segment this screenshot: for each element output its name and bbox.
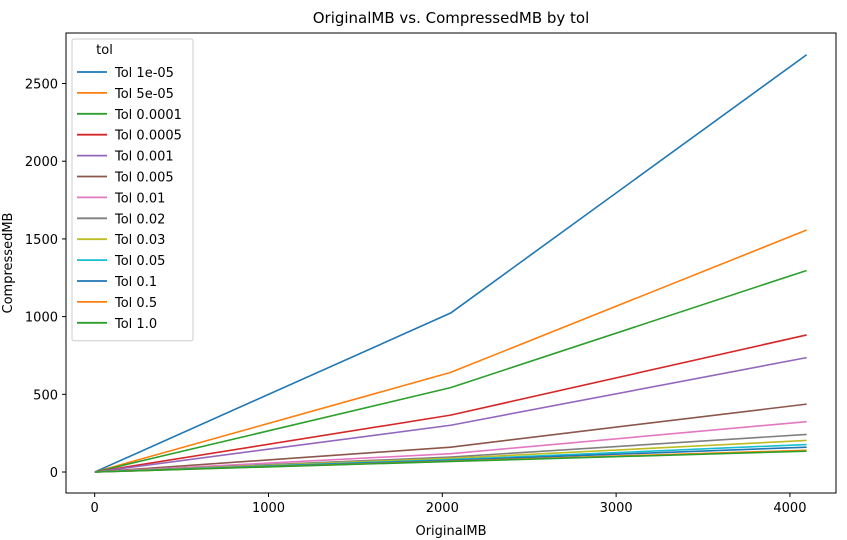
- legend-label: Tol 0.0001: [114, 108, 182, 123]
- legend-label: Tol 0.02: [114, 212, 165, 227]
- x-tick-label: 1000: [252, 501, 285, 516]
- legend-label: Tol 1.0: [114, 317, 157, 332]
- legend-label: Tol 0.01: [114, 191, 165, 206]
- x-axis: 0 1000 2000 3000 4000: [91, 493, 806, 516]
- y-tick-label: 2500: [25, 78, 58, 93]
- y-tick-label: 1500: [25, 233, 58, 248]
- y-tick-label: 1000: [25, 311, 58, 326]
- legend-label: Tol 0.03: [114, 233, 165, 248]
- y-tick-label: 2000: [25, 155, 58, 170]
- legend-label: Tol 0.5: [114, 296, 157, 311]
- legend-label: Tol 0.1: [114, 275, 157, 290]
- chart-title: OriginalMB vs. CompressedMB by tol: [313, 9, 590, 27]
- legend-label: Tol 0.005: [114, 171, 174, 186]
- legend-label: Tol 0.05: [114, 254, 165, 269]
- x-axis-label: OriginalMB: [415, 524, 486, 539]
- y-tick-label: 500: [33, 388, 58, 403]
- legend-title: tol: [96, 43, 113, 58]
- series-line: [94, 229, 807, 473]
- x-tick-label: 3000: [600, 501, 633, 516]
- legend: tol Tol 1e-05 Tol 5e-05 Tol 0.0001 Tol 0.00…: [71, 38, 194, 342]
- legend-label: Tol 5e-05: [114, 87, 174, 102]
- legend-entries: Tol 1e-05 Tol 5e-05 Tol 0.0001 Tol 0.0005 To…: [77, 66, 182, 332]
- series-line: [94, 450, 807, 473]
- plot-lines: [94, 54, 808, 473]
- y-axis: 0 500 1000 1500 2000 2500: [25, 78, 66, 481]
- series-line: [94, 403, 807, 473]
- y-axis-label: CompressedMB: [1, 213, 16, 314]
- plot-frame: [65, 32, 837, 494]
- legend-label: Tol 0.001: [114, 150, 174, 165]
- series-line: [94, 420, 807, 473]
- x-tick-label: 2000: [426, 501, 459, 516]
- x-tick-label: 4000: [773, 501, 806, 516]
- series-line: [94, 356, 807, 473]
- legend-label: Tol 0.0005: [114, 129, 182, 144]
- y-tick-label: 0: [50, 466, 58, 481]
- series-line: [94, 334, 807, 473]
- series-line: [94, 439, 807, 473]
- series-line: [94, 269, 807, 473]
- legend-label: Tol 1e-05: [114, 66, 174, 81]
- x-tick-label: 0: [91, 501, 99, 516]
- series-line: [94, 54, 808, 473]
